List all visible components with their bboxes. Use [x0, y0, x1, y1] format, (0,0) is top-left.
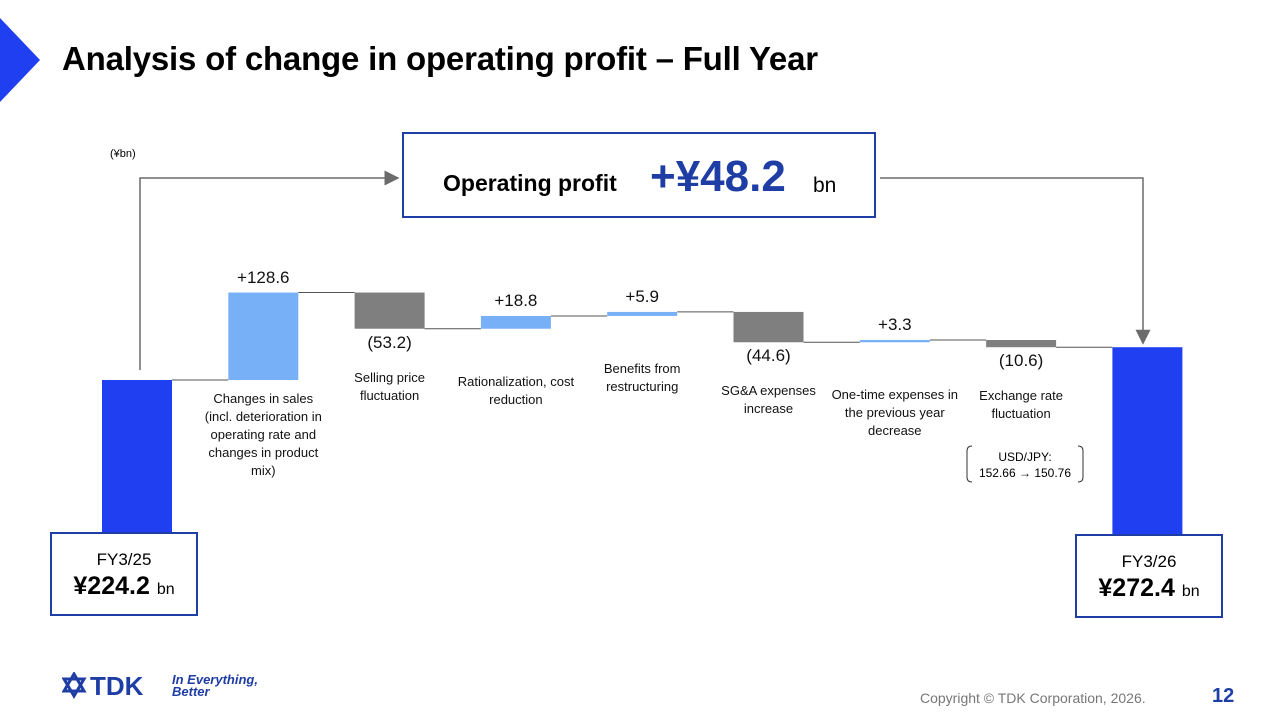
operating-profit-label: Operating profit: [443, 170, 617, 196]
page-number: 12: [1212, 685, 1235, 707]
tagline-line: In Everything,: [172, 672, 258, 687]
category-label: Selling price fluctuation: [354, 369, 425, 403]
data-label: +128.6: [237, 267, 290, 287]
start-total-bar: [102, 380, 172, 534]
exchange-rate-note: USD/JPY: 152.66 → 150.76: [966, 449, 1084, 481]
slide-marker-icon: [0, 18, 40, 102]
exchange-rate-note-line: USD/JPY:: [998, 450, 1052, 464]
increase-bar: [607, 311, 678, 316]
copyright: Copyright © TDK Corporation, 2026.: [920, 690, 1146, 706]
operating-profit-unit: bn: [813, 174, 837, 197]
decrease-bar: [354, 292, 425, 329]
end-total-value: ¥272.4 bn: [1098, 574, 1200, 602]
category-label: Exchange rate fluctuation: [979, 388, 1064, 422]
end-total-bar: [1112, 347, 1183, 536]
tdk-logo-text: TDK: [90, 672, 144, 701]
change-arrow-in: [139, 170, 400, 370]
increase-bar: [859, 340, 930, 343]
category-label: Rationalization, cost reduction: [457, 373, 575, 407]
tagline: In Everything, Better: [172, 672, 258, 699]
data-label: (10.6): [998, 351, 1044, 371]
decrease-bar: [733, 311, 804, 343]
category-label: One-time expenses in the previous year d…: [831, 387, 959, 439]
exchange-rate-bracket: [966, 445, 1084, 483]
category-label: SG&A expenses increase: [721, 383, 816, 417]
data-label: (44.6): [746, 346, 791, 366]
slide-title: Analysis of change in operating profit –…: [62, 40, 818, 77]
category-label: Changes in sales (incl. deterioration in…: [204, 391, 322, 478]
tagline-line: Better: [172, 684, 210, 699]
unit-note: (¥bn): [110, 148, 136, 160]
operating-profit-box: [402, 132, 876, 218]
start-total-value: ¥224.2 bn: [73, 572, 175, 600]
data-label: +18.8: [494, 290, 538, 310]
end-total-label: FY3/26: [1121, 552, 1177, 571]
operating-profit-change: +¥48.2: [650, 152, 786, 201]
decrease-bar: [986, 340, 1057, 348]
tdk-logo: TDK: [62, 672, 144, 701]
data-label: +5.9: [625, 286, 659, 306]
data-label: (53.2): [367, 332, 412, 352]
increase-bar: [228, 292, 299, 380]
start-total-label: FY3/25: [96, 550, 152, 569]
increase-bar: [480, 315, 551, 329]
data-label: +3.3: [878, 315, 912, 335]
start-total-box: FY3/25 ¥224.2 bn: [50, 532, 198, 616]
change-arrow-out: [880, 177, 1151, 345]
exchange-rate-note-line: 152.66 → 150.76: [978, 466, 1072, 480]
category-label: Benefits from restructuring: [603, 360, 681, 394]
end-total-box: FY3/26 ¥272.4 bn: [1075, 534, 1223, 618]
